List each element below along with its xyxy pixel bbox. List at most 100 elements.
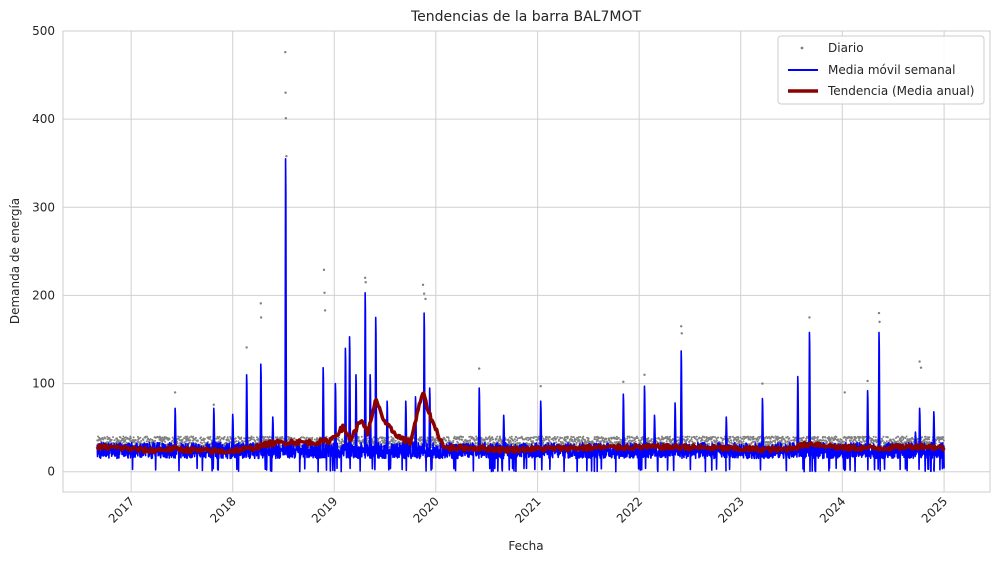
chart-title: Tendencias de la barra BAL7MOT	[410, 9, 642, 25]
daily-point	[191, 439, 194, 442]
daily-point	[181, 441, 184, 444]
daily-point	[825, 440, 828, 443]
daily-point	[338, 439, 341, 442]
daily-point	[564, 438, 567, 441]
grid	[63, 30, 990, 492]
daily-point	[837, 438, 840, 441]
daily-point	[290, 436, 293, 439]
daily-point	[923, 440, 926, 443]
daily-point	[928, 436, 931, 439]
daily-point	[139, 436, 142, 439]
daily-point	[228, 440, 231, 443]
daily-point	[578, 439, 581, 442]
daily-point	[219, 438, 222, 441]
daily-point	[781, 435, 784, 438]
daily-point	[457, 441, 460, 444]
daily-point	[305, 436, 308, 439]
daily-point	[572, 440, 575, 443]
daily-point	[384, 437, 387, 440]
daily-point	[703, 436, 706, 439]
daily-point	[712, 435, 715, 438]
daily-point	[100, 440, 103, 443]
y-tick-label: 300	[32, 200, 55, 214]
daily-point-outlier	[877, 311, 881, 315]
daily-point	[512, 439, 515, 442]
daily-point-outlier	[284, 91, 287, 94]
daily-point	[134, 439, 137, 442]
daily-point	[435, 441, 438, 444]
daily-point	[112, 436, 115, 439]
daily-point	[717, 436, 720, 439]
daily-point	[202, 439, 205, 442]
daily-point-outlier	[422, 292, 426, 295]
daily-point	[570, 435, 573, 438]
daily-point	[316, 437, 319, 440]
daily-point	[628, 436, 631, 439]
legend-label-diario: Diario	[828, 41, 864, 55]
daily-point	[509, 440, 512, 443]
daily-point	[311, 438, 313, 441]
daily-point	[313, 438, 316, 441]
daily-point	[252, 436, 255, 439]
daily-point	[562, 442, 565, 445]
daily-point	[452, 441, 455, 444]
daily-point	[378, 442, 381, 445]
daily-point	[716, 439, 719, 442]
daily-point	[186, 435, 189, 438]
daily-point	[492, 438, 495, 441]
daily-point	[659, 439, 662, 442]
daily-point	[122, 435, 125, 438]
y-tick-label: 100	[32, 377, 55, 391]
daily-point	[688, 435, 691, 438]
daily-point	[142, 438, 145, 441]
daily-point	[523, 438, 526, 441]
daily-point	[790, 439, 793, 442]
daily-point	[910, 440, 913, 443]
daily-point	[731, 442, 734, 445]
legend-label-media-movil-semanal: Media móvil semanal	[828, 63, 955, 77]
daily-point	[942, 439, 945, 442]
daily-point-outlier	[212, 403, 215, 406]
daily-point	[739, 436, 742, 439]
daily-point	[822, 435, 825, 438]
daily-point	[495, 438, 498, 441]
daily-point	[802, 436, 805, 439]
daily-point	[97, 435, 100, 438]
daily-point	[160, 437, 163, 440]
daily-point-outlier	[284, 50, 287, 54]
daily-point	[208, 437, 211, 440]
daily-point	[154, 439, 157, 442]
daily-point-outlier	[323, 309, 327, 312]
daily-point	[303, 436, 306, 439]
daily-point	[138, 441, 141, 444]
daily-point-outlier	[843, 391, 846, 394]
daily-point	[746, 435, 749, 438]
daily-point	[240, 436, 243, 439]
daily-point-outlier	[878, 320, 881, 324]
daily-point	[122, 437, 125, 440]
daily-point	[293, 437, 296, 440]
daily-point	[542, 441, 545, 444]
daily-point-outlier	[285, 154, 288, 158]
daily-point	[108, 437, 111, 440]
daily-point	[669, 435, 672, 438]
daily-point	[129, 435, 132, 438]
daily-point	[882, 435, 885, 438]
daily-point	[179, 435, 182, 438]
daily-point	[117, 439, 120, 442]
daily-point	[183, 441, 186, 444]
daily-point	[598, 437, 601, 440]
daily-point	[749, 438, 752, 441]
daily-point	[784, 441, 787, 444]
daily-point	[183, 437, 186, 440]
daily-point	[603, 441, 606, 444]
daily-point	[390, 435, 393, 438]
daily-point	[377, 438, 380, 441]
daily-point	[487, 441, 490, 444]
daily-point	[597, 439, 599, 442]
daily-point	[566, 435, 569, 438]
daily-point	[229, 435, 232, 438]
y-tick-label: 0	[47, 465, 55, 479]
daily-point	[660, 435, 663, 438]
daily-point	[782, 442, 785, 445]
